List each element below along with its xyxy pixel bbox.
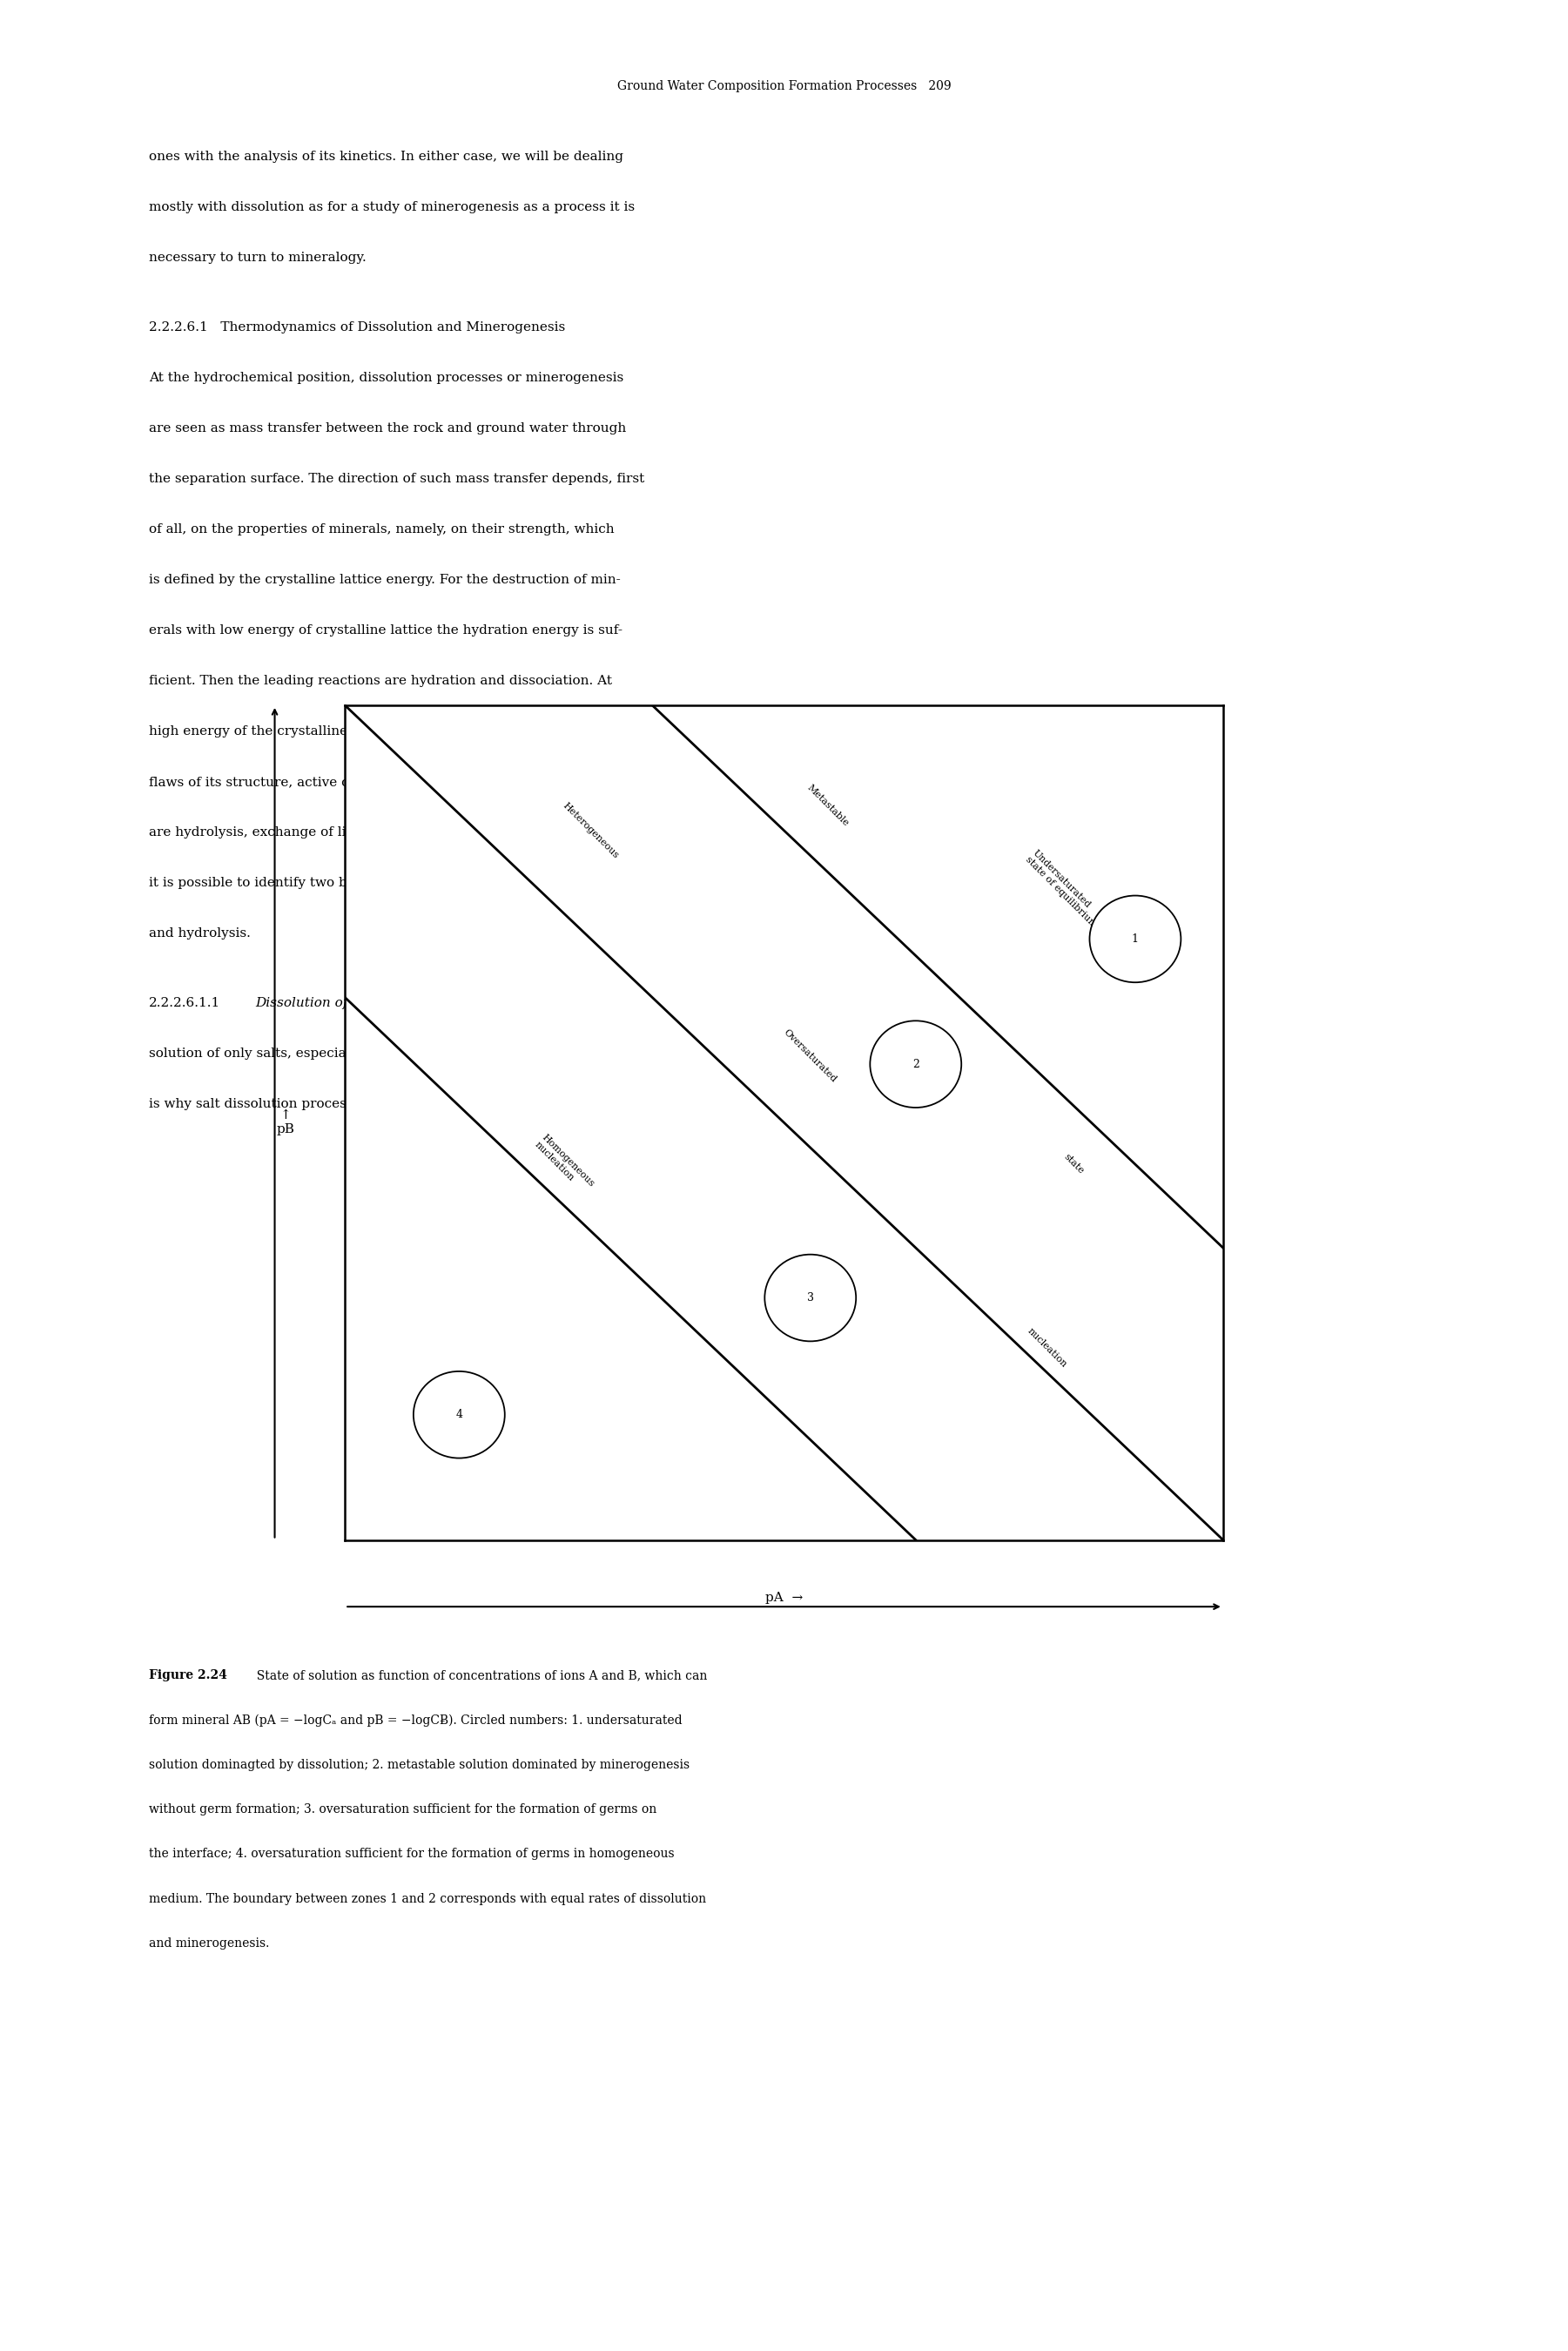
Text: ↑
pB: ↑ pB bbox=[276, 1110, 295, 1136]
Circle shape bbox=[414, 1371, 505, 1458]
Circle shape bbox=[870, 1020, 961, 1107]
Text: without germ formation; 3. oversaturation sufficient for the formation of germs : without germ formation; 3. oversaturatio… bbox=[149, 1803, 657, 1815]
Text: is defined by the crystalline lattice energy. For the destruction of min-: is defined by the crystalline lattice en… bbox=[149, 574, 621, 585]
Text: are seen as mass transfer between the rock and ground water through: are seen as mass transfer between the ro… bbox=[149, 421, 626, 435]
Text: At the hydrochemical position, dissolution processes or minerogenesis: At the hydrochemical position, dissoluti… bbox=[149, 371, 624, 383]
Text: Homogeneous
nucleation: Homogeneous nucleation bbox=[533, 1133, 596, 1197]
Text: Ground Water Composition Formation Processes   209: Ground Water Composition Formation Proce… bbox=[616, 80, 952, 92]
Text: 4: 4 bbox=[456, 1408, 463, 1420]
Circle shape bbox=[765, 1255, 856, 1342]
Text: Figure 2.24: Figure 2.24 bbox=[149, 1669, 227, 1681]
Text: Heterogeneous: Heterogeneous bbox=[561, 802, 621, 860]
Text: are hydrolysis, exchange of ligands and surface complexing. That is why: are hydrolysis, exchange of ligands and … bbox=[149, 825, 637, 839]
Text: flaws of its structure, active centers of the surface; the main reactions: flaws of its structure, active centers o… bbox=[149, 776, 622, 788]
Text: Undersaturated
state of equilibrium: Undersaturated state of equilibrium bbox=[1024, 849, 1105, 929]
Circle shape bbox=[1090, 896, 1181, 983]
Text: is why salt dissolution processes and salt minerogenesis are the easiest and: is why salt dissolution processes and sa… bbox=[149, 1098, 660, 1110]
Text: ones with the analysis of its kinetics. In either case, we will be dealing: ones with the analysis of its kinetics. … bbox=[149, 150, 624, 162]
Text: the separation surface. The direction of such mass transfer depends, first: the separation surface. The direction of… bbox=[149, 473, 644, 484]
Text: state: state bbox=[1062, 1152, 1085, 1176]
Text: high energy of the crystalline lattice, the dissolution is associated with: high energy of the crystalline lattice, … bbox=[149, 724, 626, 738]
Text: 2.2.2.6.1.1: 2.2.2.6.1.1 bbox=[149, 997, 221, 1009]
Text: pA  →: pA → bbox=[765, 1592, 803, 1603]
Text: and minerogenesis.: and minerogenesis. bbox=[149, 1937, 270, 1949]
Text: Dissolution of Salts: Dissolution of Salts bbox=[256, 997, 386, 1009]
Text: and hydrolysis.: and hydrolysis. bbox=[149, 926, 251, 940]
Text: it is possible to identify two basic mechanism of dissolution: hydration: it is possible to identify two basic mec… bbox=[149, 877, 622, 889]
Text: State of solution as function of concentrations of ions A and B, which can: State of solution as function of concent… bbox=[249, 1669, 707, 1681]
Text: Metastable: Metastable bbox=[806, 783, 850, 828]
Text: erals with low energy of crystalline lattice the hydration energy is suf-: erals with low energy of crystalline lat… bbox=[149, 623, 622, 637]
Text: 2.2.2.6.1   Thermodynamics of Dissolution and Minerogenesis: 2.2.2.6.1 Thermodynamics of Dissolution … bbox=[149, 320, 566, 334]
Text: 1: 1 bbox=[1132, 933, 1138, 945]
Text: ficient. Then the leading reactions are hydration and dissociation. At: ficient. Then the leading reactions are … bbox=[149, 675, 612, 686]
Text: medium. The boundary between zones 1 and 2 corresponds with equal rates of disso: medium. The boundary between zones 1 and… bbox=[149, 1893, 706, 1904]
Text: the interface; 4. oversaturation sufficient for the formation of germs in homoge: the interface; 4. oversaturation suffici… bbox=[149, 1848, 674, 1860]
Text: form mineral AB (pA = −logCₐ and pB = −logCɃ). Circled numbers: 1. undersaturate: form mineral AB (pA = −logCₐ and pB = −l… bbox=[149, 1714, 682, 1726]
Text: 2: 2 bbox=[913, 1058, 919, 1070]
Text: Hydration is capable of destruction and: Hydration is capable of destruction and bbox=[439, 997, 718, 1009]
Text: Oversaturated: Oversaturated bbox=[782, 1027, 839, 1084]
Text: 3: 3 bbox=[808, 1293, 814, 1302]
Text: necessary to turn to mineralogy.: necessary to turn to mineralogy. bbox=[149, 252, 367, 263]
Text: mostly with dissolution as for a study of minerogenesis as a process it is: mostly with dissolution as for a study o… bbox=[149, 202, 635, 214]
Text: nucleation: nucleation bbox=[1025, 1326, 1069, 1368]
Text: of all, on the properties of minerals, namely, on their strength, which: of all, on the properties of minerals, n… bbox=[149, 522, 615, 536]
Text: solution of only salts, especially salts of strong acids and bases (alkali). Tha: solution of only salts, especially salts… bbox=[149, 1046, 662, 1060]
Text: solution dominagted by dissolution; 2. metastable solution dominated by mineroge: solution dominagted by dissolution; 2. m… bbox=[149, 1759, 690, 1770]
